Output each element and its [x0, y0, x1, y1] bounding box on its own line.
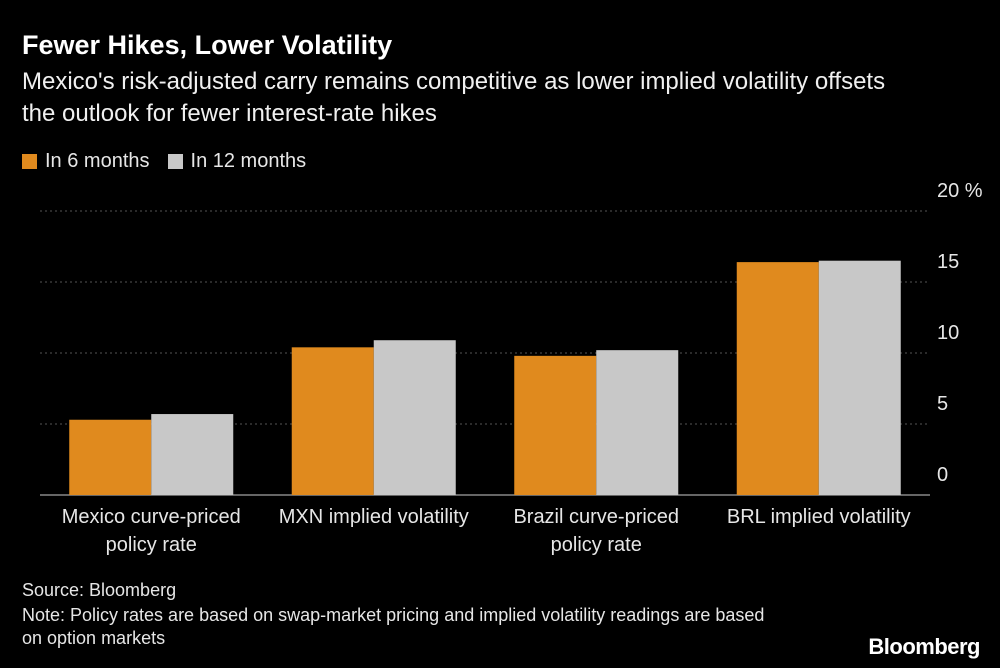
bar-6m — [514, 355, 597, 495]
legend-swatch-12m — [167, 154, 183, 169]
y-tick-label: 20 % — [937, 180, 983, 202]
chart-subtitle: Mexico's risk-adjusted carry remains com… — [22, 68, 886, 127]
x-category-label: policy rate — [106, 534, 197, 556]
legend-item-12m: In 12 months — [167, 150, 307, 173]
legend-item-6m: In 6 months — [22, 150, 150, 173]
x-category-label: Brazil curve-priced — [513, 506, 679, 528]
bar-6m — [291, 347, 374, 495]
legend-label-12m: In 12 months — [190, 150, 307, 172]
chart-title: Fewer Hikes, Lower Volatility — [22, 30, 393, 60]
bar-12m — [373, 340, 456, 495]
y-tick-label: 0 — [937, 464, 948, 486]
bar-12m — [596, 350, 679, 495]
legend-swatch-6m — [22, 154, 37, 169]
legend: In 6 months In 12 months — [22, 150, 324, 173]
y-tick-label: 15 — [937, 251, 959, 273]
bar-12m — [818, 260, 901, 495]
y-tick-label: 10 — [937, 322, 959, 344]
bar-6m — [736, 262, 819, 495]
x-category-label: MXN implied volatility — [279, 506, 469, 528]
bar-12m — [151, 414, 234, 495]
y-tick-label: 5 — [937, 393, 948, 415]
x-category-label: Mexico curve-priced — [62, 506, 241, 528]
bloomberg-logo: Bloomberg — [868, 634, 980, 659]
note-text: Note: Policy rates are based on swap-mar… — [22, 605, 765, 648]
source-text: Source: Bloomberg — [22, 580, 177, 600]
bar-6m — [69, 419, 152, 495]
x-category-label: BRL implied volatility — [727, 506, 911, 528]
x-category-label: policy rate — [551, 534, 642, 556]
legend-label-6m: In 6 months — [45, 150, 150, 172]
